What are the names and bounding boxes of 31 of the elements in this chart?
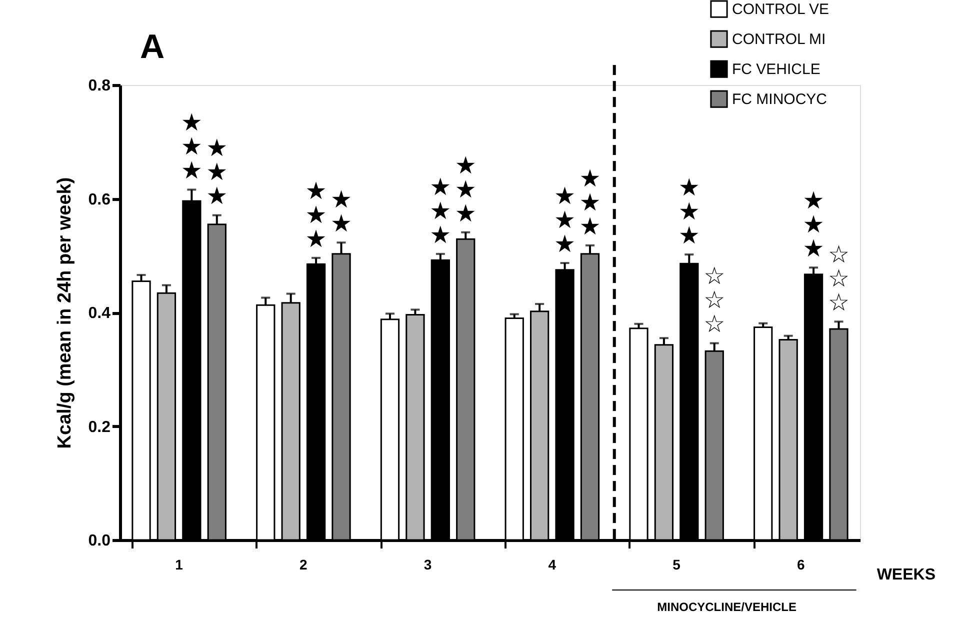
y-axis-title: Kcal/g (mean in 24h per week) [54, 177, 76, 449]
legend-label: FC VEHICLE [732, 61, 820, 78]
annotation: ★ ★ ★ [206, 134, 228, 210]
y-tick-label: 0.2 [88, 418, 111, 436]
annotation: ★ ★ ★ [579, 164, 601, 240]
annotation: ★ ★ ★ [678, 173, 700, 250]
y-tick-label: 0.4 [88, 305, 111, 322]
legend-label: CONTROL MI [732, 31, 826, 48]
x-tick-label: 1 [175, 556, 184, 572]
x-tick-label: 5 [672, 556, 681, 572]
annotation: ☆ ☆ ☆ [704, 262, 726, 338]
annotation: ☆ ☆ ☆ [828, 240, 850, 317]
legend-label: FC MINOCYC [732, 91, 828, 108]
x-tick-label: 2 [300, 556, 308, 572]
y-tick-label: 0.6 [88, 191, 111, 208]
annotation: ★ ★ ★ [454, 151, 476, 228]
text: MINOCYCLINE/VEHICLE [657, 600, 796, 614]
x-tick-label: 4 [548, 556, 556, 572]
annotation: ★ ★ ★ [180, 108, 202, 185]
x-tick-label: 3 [424, 556, 432, 572]
y-tick-label: 0.8 [88, 78, 111, 94]
annotation: ★ ★ ★ [305, 176, 327, 253]
x-axis-title: WEEKS [876, 566, 936, 584]
x-tick-label: 6 [797, 556, 806, 572]
annotation: ★ ★ ★ [430, 172, 452, 249]
annotation: ★ ★ ★ [802, 186, 824, 263]
annotation: ★ ★ [330, 186, 352, 238]
annotation: ★ ★ ★ [554, 182, 576, 258]
legend-label: CONTROL VE [732, 1, 829, 18]
chart-title: A [140, 28, 165, 66]
y-tick-label: 0.0 [88, 532, 111, 550]
